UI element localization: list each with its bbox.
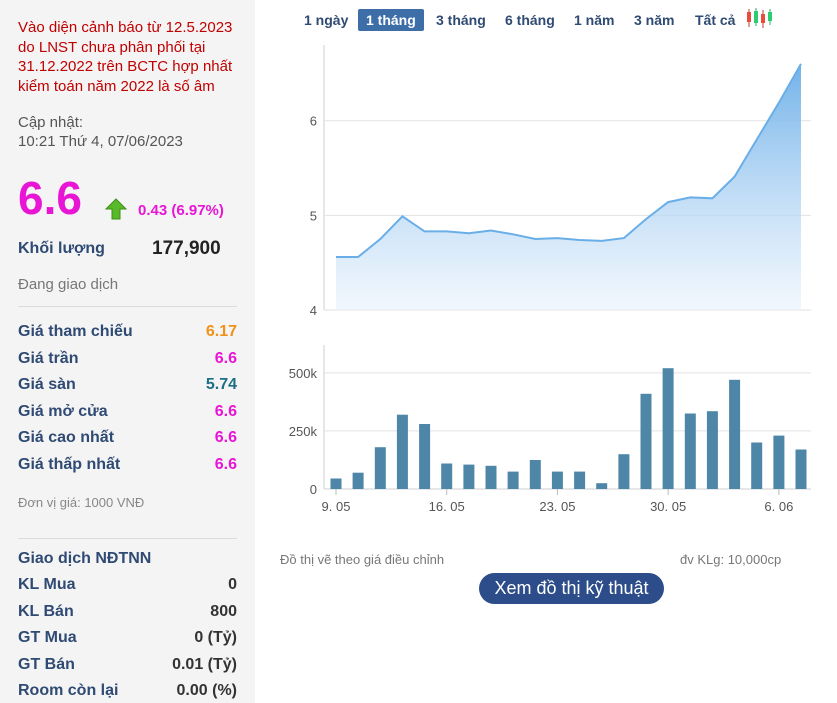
ref-price-label: Giá tham chiếu xyxy=(18,323,133,340)
floor-price-value: 5.74 xyxy=(205,376,237,393)
volume-y-tick: 500k xyxy=(289,366,318,381)
tab-all[interactable]: Tất cả xyxy=(695,12,736,28)
foreign-trading-title: Giao dịch NĐTNN xyxy=(18,550,152,567)
price-y-tick: 6 xyxy=(310,114,317,129)
volume-bar xyxy=(507,471,519,489)
volume-bar xyxy=(374,447,386,489)
stock-info-panel: Vào diện cảnh báo từ 12.5.2023 do LNST c… xyxy=(0,0,255,703)
x-tick-label: 23. 05 xyxy=(539,499,575,514)
foreign-sell-value-label: GT Bán xyxy=(18,656,75,673)
warning-text: Vào diện cảnh báo từ 12.5.2023 do LNST c… xyxy=(18,19,233,95)
volume-bar xyxy=(640,393,652,489)
ref-price-value: 6.17 xyxy=(205,323,237,340)
volume-bar xyxy=(463,464,475,489)
foreign-sell-value-value: 0.01 (Tỷ) xyxy=(172,656,237,673)
trading-status: Đang giao dịch xyxy=(18,276,119,293)
low-price-value: 6.6 xyxy=(214,456,237,473)
tab-3-years[interactable]: 3 năm xyxy=(634,12,675,28)
foreign-sell-volume-label: KL Bán xyxy=(18,603,74,620)
volume-bar xyxy=(662,368,674,489)
price-change: 0.43 (6.97%) xyxy=(138,202,224,219)
volume-bar xyxy=(729,379,741,489)
tab-1-year[interactable]: 1 năm xyxy=(574,12,615,28)
price-y-tick: 4 xyxy=(310,303,317,318)
floor-price-label: Giá sàn xyxy=(18,376,76,393)
volume-bar xyxy=(574,471,586,489)
price-line xyxy=(336,63,802,258)
price-volume-chart: 4 5 6 0 250k 500k 9. 05 16. 05 23. 05 30. 05 6. … xyxy=(289,45,811,514)
open-price-label: Giá mở cửa xyxy=(18,403,108,420)
volume-bar xyxy=(751,442,763,489)
volume-bar xyxy=(596,483,608,489)
volume-y-tick: 0 xyxy=(310,482,317,497)
tab-1-day[interactable]: 1 ngày xyxy=(304,12,349,28)
volume-bar xyxy=(795,449,807,489)
foreign-buy-volume-value: 0 xyxy=(228,576,237,593)
volume-bar xyxy=(529,460,541,489)
price-area xyxy=(336,63,801,311)
price-panel: 4 5 6 xyxy=(310,45,811,318)
foreign-room-label: Room còn lại xyxy=(18,682,119,699)
high-price-value: 6.6 xyxy=(214,429,237,446)
volume-value: 177,900 xyxy=(152,238,221,259)
current-price: 6.6 xyxy=(18,172,82,224)
volume-bar xyxy=(551,471,563,489)
open-price-value: 6.6 xyxy=(214,403,237,420)
volume-bar xyxy=(773,435,785,489)
volume-label: Khối lượng xyxy=(18,240,105,257)
high-price-label: Giá cao nhất xyxy=(18,429,115,446)
divider xyxy=(18,306,237,307)
volume-bar xyxy=(485,465,497,489)
low-price-label: Giá thấp nhất xyxy=(18,456,121,473)
tab-1-month[interactable]: 1 tháng xyxy=(358,9,424,31)
ceiling-price-value: 6.6 xyxy=(214,350,237,367)
price-unit-note: Đơn vị giá: 1000 VNĐ xyxy=(18,495,145,510)
volume-panel: 0 250k 500k 9. 05 16. 05 23. 05 30. 05 6. 06 xyxy=(289,345,811,514)
volume-bar xyxy=(330,478,342,489)
tab-6-months[interactable]: 6 tháng xyxy=(505,12,555,28)
volume-y-tick: 250k xyxy=(289,424,318,439)
x-tick-label: 30. 05 xyxy=(650,499,686,514)
volume-bar xyxy=(618,454,630,489)
volume-bar xyxy=(352,472,364,489)
foreign-sell-volume-value: 800 xyxy=(210,603,237,620)
foreign-buy-value-label: GT Mua xyxy=(18,629,77,646)
volume-unit-note: đv KLg: 10,000cp xyxy=(680,552,782,567)
tab-3-months[interactable]: 3 tháng xyxy=(436,12,486,28)
volume-bar xyxy=(419,424,431,489)
up-arrow-icon xyxy=(105,198,127,220)
divider xyxy=(18,538,237,539)
price-y-tick: 5 xyxy=(310,208,317,223)
volume-bar xyxy=(441,463,453,489)
volume-bar xyxy=(706,411,718,489)
candlestick-icon[interactable] xyxy=(745,7,773,29)
technical-chart-button[interactable]: Xem đồ thị kỹ thuật xyxy=(479,573,664,604)
updated-time: 10:21 Thứ 4, 07/06/2023 xyxy=(18,133,183,150)
x-tick-label: 9. 05 xyxy=(322,499,351,514)
x-tick-label: 6. 06 xyxy=(764,499,793,514)
foreign-buy-value-value: 0 (Tỷ) xyxy=(194,629,237,646)
volume-bar xyxy=(396,414,408,489)
adjusted-price-note: Đồ thị vẽ theo giá điều chỉnh xyxy=(280,552,445,567)
ceiling-price-label: Giá trần xyxy=(18,350,79,367)
foreign-room-value: 0.00 (%) xyxy=(176,682,237,699)
foreign-buy-volume-label: KL Mua xyxy=(18,576,76,593)
volume-bar xyxy=(684,413,696,489)
x-tick-label: 16. 05 xyxy=(429,499,465,514)
updated-label: Cập nhật: xyxy=(18,114,84,131)
